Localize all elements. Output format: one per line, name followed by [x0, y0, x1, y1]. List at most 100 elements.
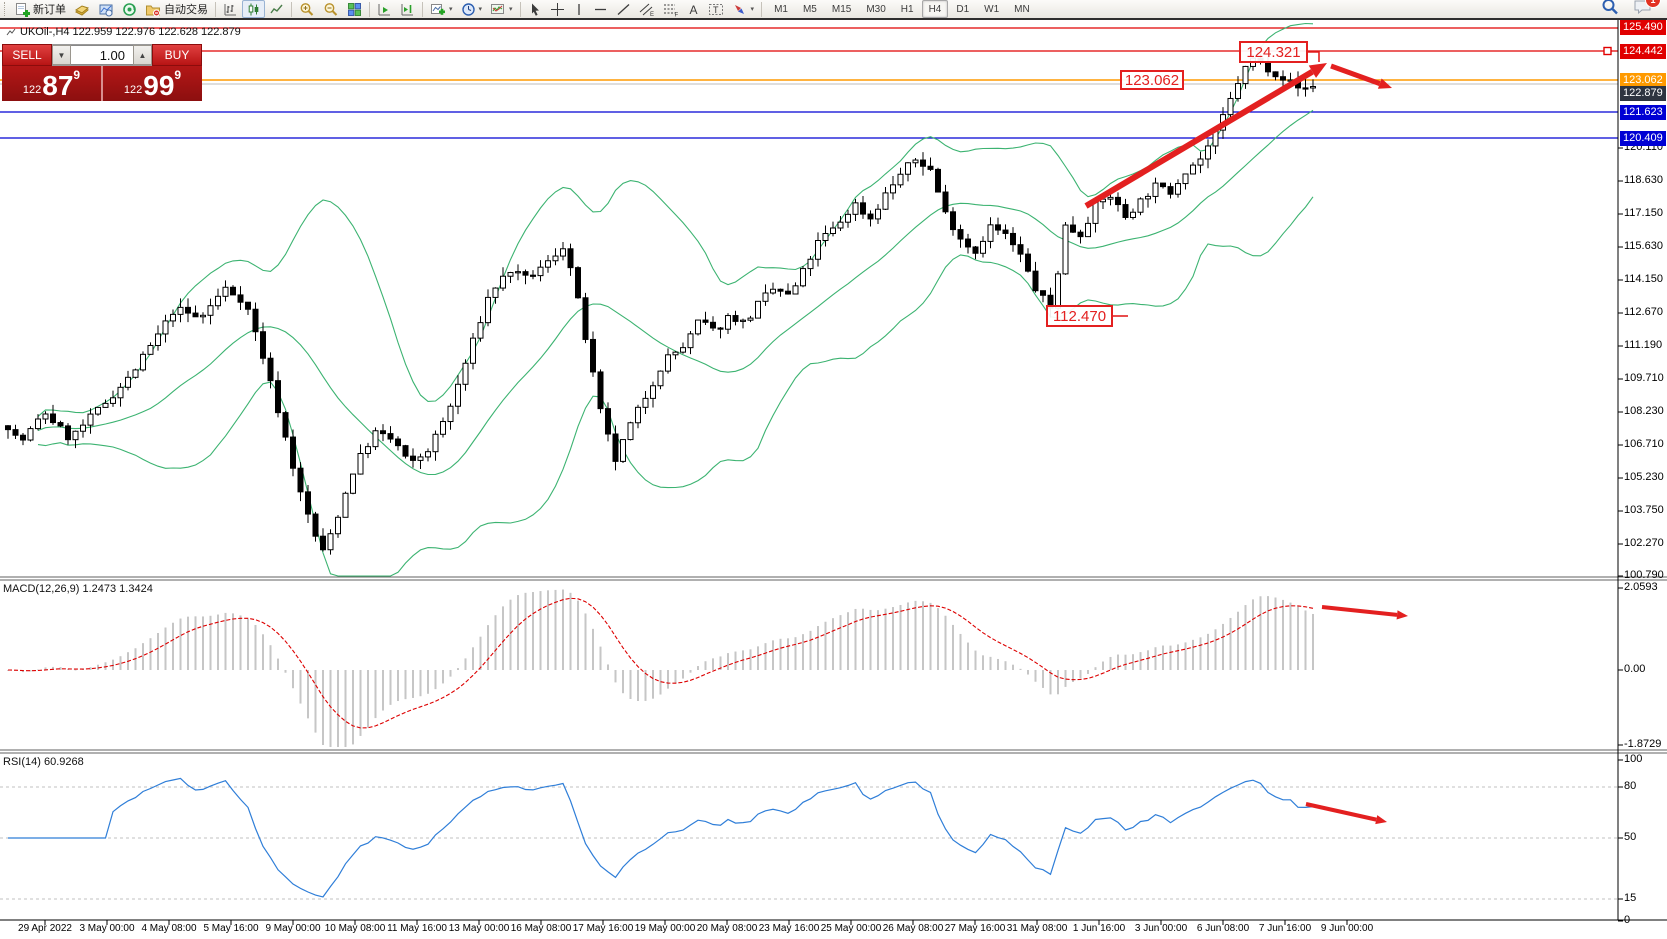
timeframe-mn-button[interactable]: MN — [1014, 3, 1030, 15]
zoom-in-button[interactable] — [295, 0, 319, 18]
templates-icon — [491, 3, 505, 14]
candle-chart-type-icon — [248, 3, 259, 15]
selected-line-handle — [1603, 46, 1612, 56]
arrows-tool-button[interactable]: ▾ — [728, 0, 759, 18]
crosshair-tool-button[interactable] — [546, 0, 569, 18]
bollinger-band — [37, 109, 1314, 476]
templates-button[interactable]: ▾ — [486, 0, 517, 18]
zoom-in-icon — [300, 2, 314, 16]
autotrade-button[interactable]: 自动交易 — [141, 0, 212, 18]
price-axis-tag: 120.409 — [1620, 131, 1666, 146]
sell-price[interactable]: 122 87 9 — [2, 66, 101, 101]
time-axis-label: 23 May 16:00 — [758, 923, 820, 934]
bar-chart-type-icon — [224, 3, 236, 15]
horizontal-line-tool-button[interactable] — [589, 0, 612, 18]
new-chart-icon — [431, 3, 445, 15]
new-order-icon — [16, 2, 30, 17]
equidistant-channel-icon: E — [639, 3, 654, 17]
tile-windows-button[interactable] — [343, 0, 366, 18]
separator — [519, 1, 521, 17]
fibonacci-tool-button[interactable]: F — [659, 0, 683, 18]
timeframe-h4-button[interactable]: H4 — [921, 0, 949, 18]
line-chart-type-button[interactable] — [265, 0, 288, 18]
price-annotation[interactable]: 112.470 — [1046, 305, 1113, 327]
search-button[interactable] — [1601, 0, 1619, 20]
toolbar: 新订单 自动交易 — [0, 0, 1667, 20]
chart-title: UKOil-,H4 122.959 122.976 122.628 122.87… — [6, 26, 241, 38]
timeframe-m15-button[interactable]: M15 — [831, 3, 852, 15]
time-axis-label: 19 May 00:00 — [634, 923, 696, 934]
market-watch-icon — [75, 4, 90, 16]
signals-button[interactable] — [118, 0, 141, 18]
price-annotation[interactable]: 124.321 — [1239, 41, 1308, 63]
line-chart-type-icon — [270, 4, 283, 13]
new-chart-button[interactable]: ▾ — [426, 0, 457, 18]
chart-title-text: UKOil-,H4 122.959 122.976 122.628 122.87… — [20, 26, 241, 38]
sell-button[interactable]: SELL — [2, 44, 52, 66]
equidistant-channel-tool-button[interactable]: E — [635, 0, 659, 18]
time-axis-label: 16 May 08:00 — [510, 923, 572, 934]
time-axis-label: 3 May 00:00 — [79, 923, 135, 934]
time-axis-label: 31 May 08:00 — [1006, 923, 1068, 934]
vertical-line-tool-button[interactable] — [569, 0, 589, 18]
autotrade-label: 自动交易 — [164, 4, 208, 16]
charts-window-button[interactable] — [94, 0, 118, 18]
zoom-out-button[interactable] — [319, 0, 343, 18]
trendline-tool-button[interactable] — [612, 0, 635, 18]
text-label-tool-button[interactable]: T — [704, 0, 728, 18]
new-order-button[interactable]: 新订单 — [11, 0, 70, 18]
candle-chart-type-button[interactable] — [242, 0, 265, 18]
symbol-icon — [6, 28, 16, 36]
horizontal-line-icon — [594, 8, 606, 10]
buy-price[interactable]: 122 99 9 — [103, 66, 202, 101]
buy-price-integer: 122 — [123, 84, 143, 96]
price-axis-tick: 112.670 — [1624, 306, 1663, 318]
price-axis-tag: 122.879 — [1620, 86, 1666, 101]
time-axis-label: 25 May 00:00 — [820, 923, 882, 934]
volume-decrease-button[interactable]: ▼ — [52, 45, 71, 65]
macd-signal-line — [7, 597, 1314, 729]
price-axis-tick: 106.710 — [1624, 438, 1664, 450]
svg-text:A: A — [689, 3, 697, 17]
price-divider — [101, 66, 103, 101]
tile-windows-icon — [348, 2, 361, 16]
vertical-line-icon — [577, 3, 580, 15]
crosshair-icon — [550, 2, 564, 16]
separator — [761, 1, 763, 17]
timeframe-d1-button[interactable]: D1 — [956, 3, 970, 15]
rsi-indicator-label: RSI(14) 60.9268 — [3, 756, 84, 768]
text-tool-button[interactable]: A — [683, 0, 704, 18]
price-axis-tag: 123.062 — [1620, 73, 1666, 88]
macd-axis-tick: 0.00 — [1624, 663, 1646, 675]
one-click-trading-panel: SELL ▼ 1.00 ▲ BUY 122 87 9 122 99 9 — [2, 44, 202, 101]
timeframe-m5-button[interactable]: M5 — [802, 3, 817, 15]
price-axis-tick: 102.270 — [1624, 537, 1664, 549]
market-watch-button[interactable] — [70, 0, 94, 18]
chart-shift-button[interactable] — [396, 0, 419, 18]
volume-increase-button[interactable]: ▲ — [133, 45, 152, 65]
timeframe-m1-button[interactable]: M1 — [774, 3, 788, 15]
buy-button[interactable]: BUY — [152, 44, 202, 66]
volume-input[interactable]: 1.00 — [71, 45, 133, 65]
timeframe-h1-button[interactable]: H1 — [900, 3, 914, 15]
price-annotation[interactable]: 123.062 — [1120, 70, 1184, 90]
notifications-button[interactable]: 1 — [1633, 0, 1661, 20]
dropdown-caret: ▾ — [478, 5, 483, 13]
new-order-label: 新订单 — [33, 4, 66, 16]
price-axis-tag: 125.490 — [1620, 20, 1666, 35]
timeframe-w1-button[interactable]: W1 — [984, 3, 1000, 15]
bar-chart-type-button[interactable] — [219, 0, 242, 18]
auto-scroll-button[interactable] — [373, 0, 396, 18]
cursor-tool-button[interactable] — [524, 0, 546, 18]
rsi-axis-tick: 15 — [1624, 892, 1637, 904]
periods-button[interactable]: ▾ — [457, 0, 487, 18]
time-axis-label: 20 May 08:00 — [696, 923, 758, 934]
price-axis-tick: 100.790 — [1624, 569, 1664, 581]
sell-price-point: 9 — [73, 68, 81, 82]
search-icon — [1602, 0, 1618, 15]
price-axis-tick: 103.750 — [1624, 504, 1664, 516]
autotrade-icon — [146, 5, 160, 16]
timeframe-m30-button[interactable]: M30 — [866, 3, 886, 15]
price-axis-tick: 117.150 — [1624, 207, 1663, 219]
